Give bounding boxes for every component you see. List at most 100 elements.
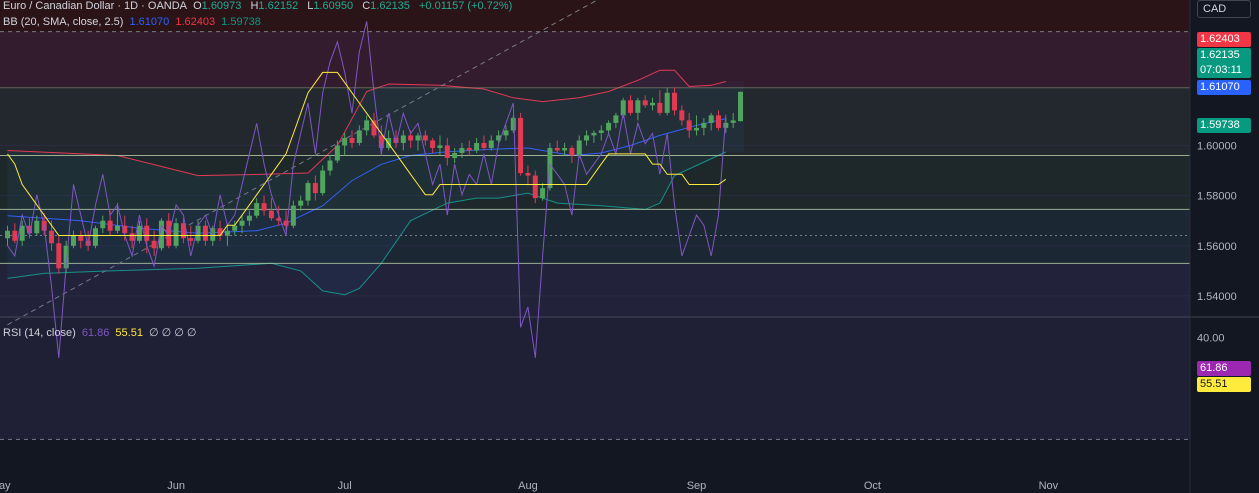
candle-body — [378, 135, 384, 148]
time-axis[interactable]: May Jun Jul Aug Sep Oct Nov — [0, 480, 1059, 492]
price-zone-0 — [0, 0, 1190, 88]
candle-body — [481, 142, 487, 148]
candle-body — [730, 120, 736, 123]
candle-body — [34, 220, 40, 234]
currency-button[interactable]: CAD — [1197, 0, 1251, 18]
candle-body — [180, 223, 186, 239]
candle-body — [254, 203, 260, 216]
candle-body — [503, 130, 509, 136]
candle-body — [562, 147, 568, 151]
horizontal-levels[interactable] — [0, 87, 1190, 264]
low-value: 1.60950 — [313, 0, 354, 12]
candle-body — [63, 245, 69, 269]
candle-body — [540, 188, 546, 199]
candle-body — [488, 140, 494, 148]
candle-body — [364, 120, 370, 131]
candle-body — [576, 140, 582, 156]
candle-body — [408, 135, 414, 141]
candle-body — [532, 175, 538, 199]
candle-body — [312, 183, 318, 194]
bb-legend[interactable]: BB (20, SMA, close, 2.5) 1.61070 1.62403… — [3, 16, 264, 28]
rsi-legend[interactable]: RSI (14, close) 61.86 55.51 ∅ ∅ ∅ ∅ — [3, 326, 200, 339]
bb-basis-value: 1.61070 — [129, 16, 170, 28]
candle-body — [371, 120, 377, 136]
candle-body — [232, 225, 238, 231]
candle-body — [620, 100, 626, 116]
high-value: 1.62152 — [258, 0, 299, 12]
candle-body — [276, 218, 282, 221]
candle-body — [26, 225, 32, 234]
candles — [5, 87, 743, 274]
candle-body — [716, 115, 722, 128]
candle-body — [452, 152, 458, 158]
time-tick-label: Jun — [167, 480, 185, 492]
symbol-legend[interactable]: Euro / Canadian Dollar · 1D · OANDA O1.6… — [3, 0, 515, 12]
candle-body — [342, 137, 348, 146]
price-tick-label: 1.60000 — [1197, 140, 1237, 152]
bb-label[interactable]: BB (20, SMA, close, 2.5) — [3, 16, 124, 28]
candle-body — [356, 130, 362, 143]
candle-body — [466, 147, 472, 151]
candle-body — [151, 240, 157, 249]
bb-basis-tag: 1.61070 — [1197, 80, 1251, 95]
candle-body — [129, 233, 135, 241]
candle-body — [195, 225, 201, 241]
candle-body — [422, 135, 428, 141]
candle-body — [268, 210, 274, 219]
close-price-tag: 1.62135 — [1197, 48, 1251, 63]
candle-body — [635, 100, 641, 113]
candle-body — [525, 173, 531, 176]
open-value: 1.60973 — [201, 0, 242, 12]
candle-body — [642, 100, 648, 106]
candle-body — [554, 147, 560, 151]
price-tick-label: 1.54000 — [1197, 291, 1237, 303]
rsi-ma-tag: 55.51 — [1197, 377, 1251, 392]
candle-body — [70, 235, 76, 246]
symbol-title[interactable]: Euro / Canadian Dollar · 1D · OANDA — [3, 0, 188, 12]
low-label: L — [307, 0, 314, 12]
candle-body — [738, 91, 743, 122]
price-tick-label: 1.58000 — [1197, 191, 1237, 203]
close-value: 1.62135 — [370, 0, 410, 12]
candle-body — [144, 225, 150, 241]
candle-body — [606, 122, 612, 131]
rsi-pane: 40.00 — [0, 21, 1225, 440]
candle-body — [591, 132, 597, 136]
countdown-tag: 07:03:11 — [1197, 63, 1251, 78]
rsi-tag: 61.86 — [1197, 361, 1251, 376]
price-axis[interactable]: 1.54000 1.56000 1.58000 1.60000 — [1197, 140, 1237, 302]
candle-body — [584, 135, 590, 141]
candle-body — [415, 135, 421, 141]
lower-band-tag: 1.59738 — [1197, 118, 1251, 133]
candle-body — [78, 235, 84, 241]
high-label: H — [250, 0, 259, 12]
candle-body — [657, 102, 663, 113]
rsi-label[interactable]: RSI (14, close) — [3, 327, 76, 339]
candle-body — [650, 102, 656, 106]
candle-body — [444, 145, 450, 158]
rsi-extra-values: ∅ ∅ ∅ ∅ — [149, 327, 197, 339]
candle-body — [613, 115, 619, 123]
candle-body — [708, 115, 714, 123]
candle-body — [166, 220, 172, 246]
bb-lower-line — [7, 151, 727, 296]
candle-body — [327, 160, 333, 171]
candle-body — [430, 140, 436, 148]
time-tick-label: Oct — [864, 480, 881, 492]
rsi-legend-value: 61.86 — [81, 327, 110, 339]
price-grid — [0, 144, 1190, 297]
candle-body — [320, 170, 326, 194]
candle-body — [686, 120, 692, 131]
candle-body — [510, 117, 516, 131]
candle-body — [400, 135, 406, 143]
price-zone-4 — [0, 263, 1190, 316]
candle-body — [48, 230, 54, 244]
candle-body — [239, 220, 245, 226]
candle-body — [298, 200, 304, 206]
time-tick-label: May — [0, 480, 11, 492]
candle-body — [723, 122, 729, 128]
candle-body — [136, 225, 142, 241]
candle-body — [261, 203, 267, 211]
candle-body — [474, 142, 480, 151]
